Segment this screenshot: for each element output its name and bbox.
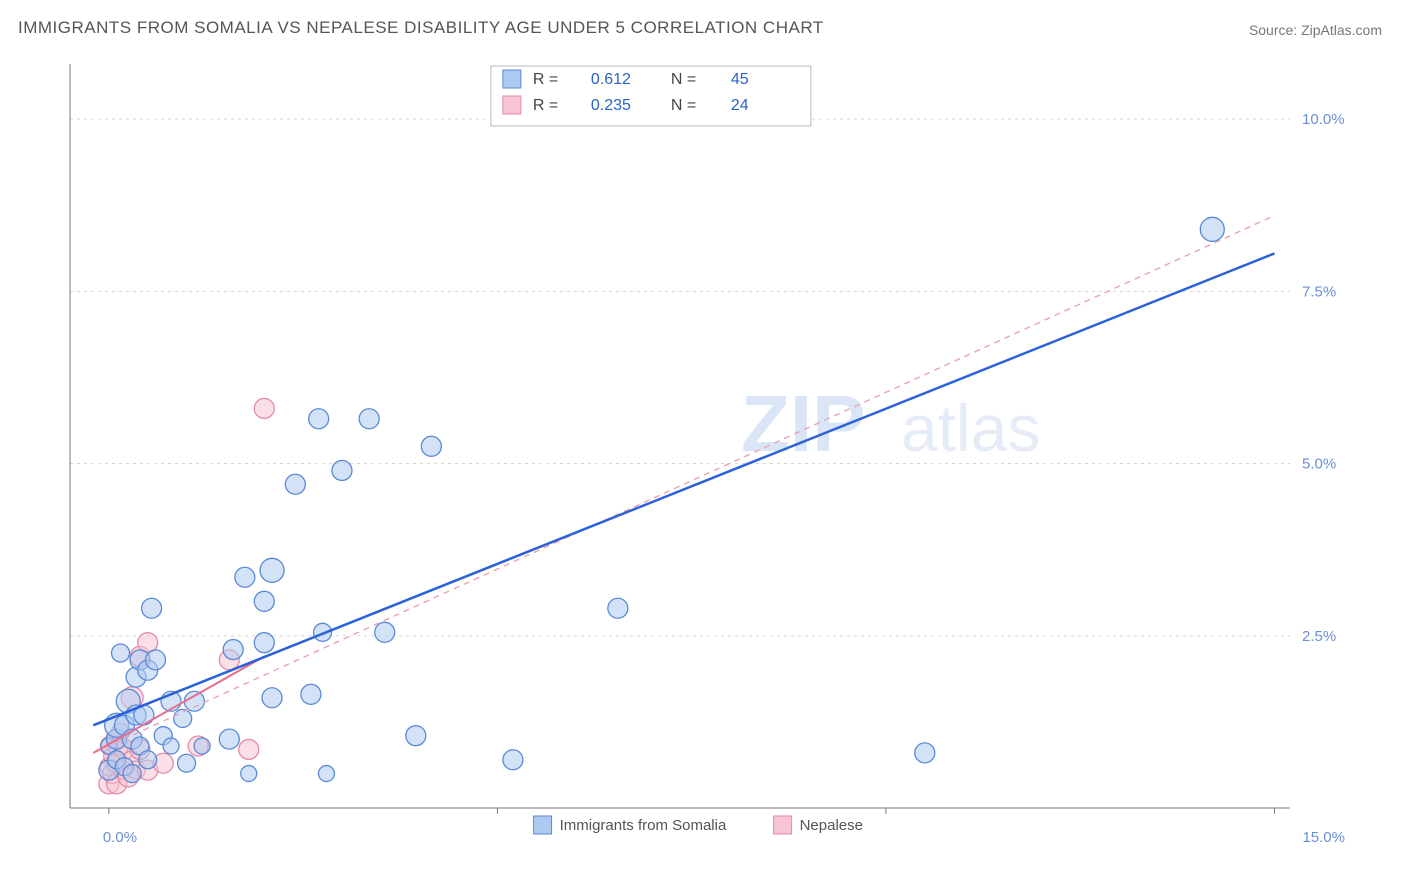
chart-title: IMMIGRANTS FROM SOMALIA VS NEPALESE DISA…: [18, 18, 824, 38]
svg-text:N =: N =: [671, 71, 696, 88]
svg-text:10.0%: 10.0%: [1302, 111, 1345, 128]
svg-text:45: 45: [731, 71, 749, 88]
svg-text:N =: N =: [671, 97, 696, 114]
source-credit: Source: ZipAtlas.com: [1249, 22, 1382, 38]
svg-text:5.0%: 5.0%: [1302, 456, 1336, 473]
chart-svg: 2.5%5.0%7.5%10.0%0.0%15.0%ZIPatlasDisabi…: [50, 56, 1360, 856]
source-link[interactable]: ZipAtlas.com: [1301, 22, 1382, 38]
svg-text:24: 24: [731, 97, 749, 114]
chart-area: 2.5%5.0%7.5%10.0%0.0%15.0%ZIPatlasDisabi…: [50, 56, 1360, 836]
svg-text:0.0%: 0.0%: [103, 829, 137, 846]
svg-text:R =: R =: [533, 71, 558, 88]
svg-text:R =: R =: [533, 97, 558, 114]
svg-text:Nepalese: Nepalese: [800, 817, 863, 834]
svg-text:15.0%: 15.0%: [1302, 829, 1345, 846]
svg-text:atlas: atlas: [901, 391, 1040, 465]
svg-text:2.5%: 2.5%: [1302, 628, 1336, 645]
source-prefix: Source:: [1249, 22, 1301, 38]
svg-text:0.612: 0.612: [591, 71, 631, 88]
svg-text:7.5%: 7.5%: [1302, 283, 1336, 300]
svg-text:Immigrants from Somalia: Immigrants from Somalia: [560, 817, 727, 834]
svg-text:0.235: 0.235: [591, 97, 631, 114]
